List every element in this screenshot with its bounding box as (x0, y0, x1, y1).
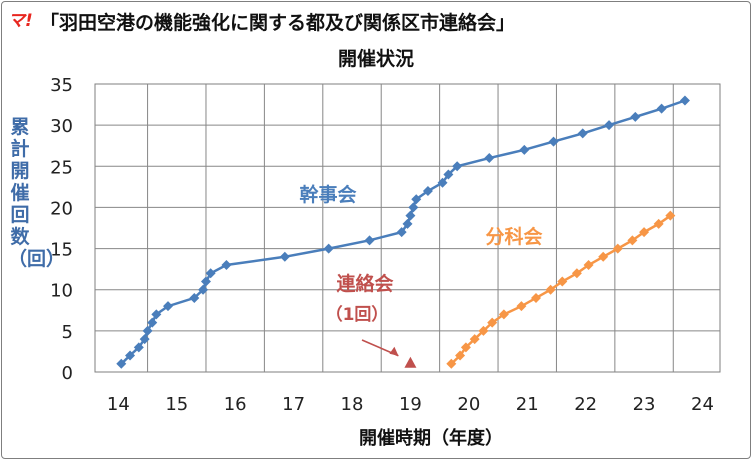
data-point (516, 301, 527, 312)
data-point (205, 268, 216, 279)
data-point (455, 350, 466, 361)
data-point (487, 317, 498, 328)
data-point (639, 227, 650, 238)
data-point (163, 301, 174, 312)
x-tick-label: 24 (691, 394, 714, 415)
x-tick-label: 18 (341, 394, 364, 415)
data-point (405, 210, 416, 221)
annotation-label: 連絡会 (336, 272, 393, 295)
x-tick-label: 23 (633, 394, 656, 415)
data-point (460, 342, 471, 353)
data-point (404, 356, 417, 368)
data-point (200, 276, 211, 287)
x-tick-label: 16 (224, 394, 247, 415)
y-tick-label: 0 (62, 363, 73, 384)
data-point (548, 136, 559, 147)
data-point (116, 358, 127, 369)
data-point (583, 260, 594, 271)
data-point (627, 235, 638, 246)
annotation-label: 幹事会 (299, 183, 356, 206)
data-point (396, 227, 407, 238)
x-tick-label: 19 (399, 394, 422, 415)
data-point (402, 218, 413, 229)
data-point (151, 309, 162, 320)
y-tick-label: 15 (50, 240, 73, 261)
x-tick-label: 20 (457, 394, 480, 415)
data-point (189, 292, 200, 303)
data-point (612, 243, 623, 254)
data-point (147, 317, 158, 328)
data-point (408, 202, 419, 213)
data-point (323, 243, 334, 254)
y-tick-label: 35 (50, 75, 73, 96)
data-point (411, 194, 422, 205)
data-point (443, 169, 454, 180)
data-point (279, 251, 290, 262)
x-tick-label: 14 (107, 394, 130, 415)
data-point (452, 161, 463, 172)
data-point (469, 334, 480, 345)
x-axis-label: 開催時期（年度） (359, 428, 503, 449)
logo-mark: マ! (8, 11, 33, 31)
x-tick-label: 15 (165, 394, 188, 415)
data-point (604, 120, 615, 131)
data-point (653, 218, 664, 229)
y-tick-label: 30 (50, 116, 73, 137)
data-point (557, 276, 568, 287)
data-point (446, 358, 457, 369)
data-point (133, 342, 144, 353)
data-point (531, 292, 542, 303)
data-point (630, 111, 641, 122)
data-point (422, 185, 433, 196)
data-point (571, 268, 582, 279)
data-point (656, 103, 667, 114)
data-point (519, 144, 530, 155)
y-tick-label: 10 (50, 281, 73, 302)
x-tick-label: 21 (516, 394, 539, 415)
data-point (125, 350, 136, 361)
y-tick-label: 20 (50, 198, 73, 219)
data-point (498, 309, 509, 320)
chart-title: 「羽田空港の機能強化に関する都及び関係区市連絡会」 (40, 12, 516, 34)
chart-subtitle: 開催状況 (337, 48, 414, 70)
annotation-arrowhead (389, 346, 399, 356)
data-point (139, 334, 150, 345)
data-point (665, 210, 676, 221)
data-point (545, 284, 556, 295)
y-tick-label: 25 (50, 157, 73, 178)
data-point (478, 325, 489, 336)
data-point (577, 128, 588, 139)
data-point (598, 251, 609, 262)
data-point (221, 260, 232, 271)
annotation-label: （1回） (326, 304, 389, 325)
data-point (437, 177, 448, 188)
data-point (679, 95, 690, 106)
data-point (364, 235, 375, 246)
data-point (198, 284, 209, 295)
annotation-label: 分科会 (485, 225, 542, 248)
data-point (142, 325, 153, 336)
y-tick-label: 5 (62, 322, 73, 343)
x-tick-label: 22 (574, 394, 597, 415)
x-tick-label: 17 (282, 394, 305, 415)
data-point (484, 153, 495, 164)
